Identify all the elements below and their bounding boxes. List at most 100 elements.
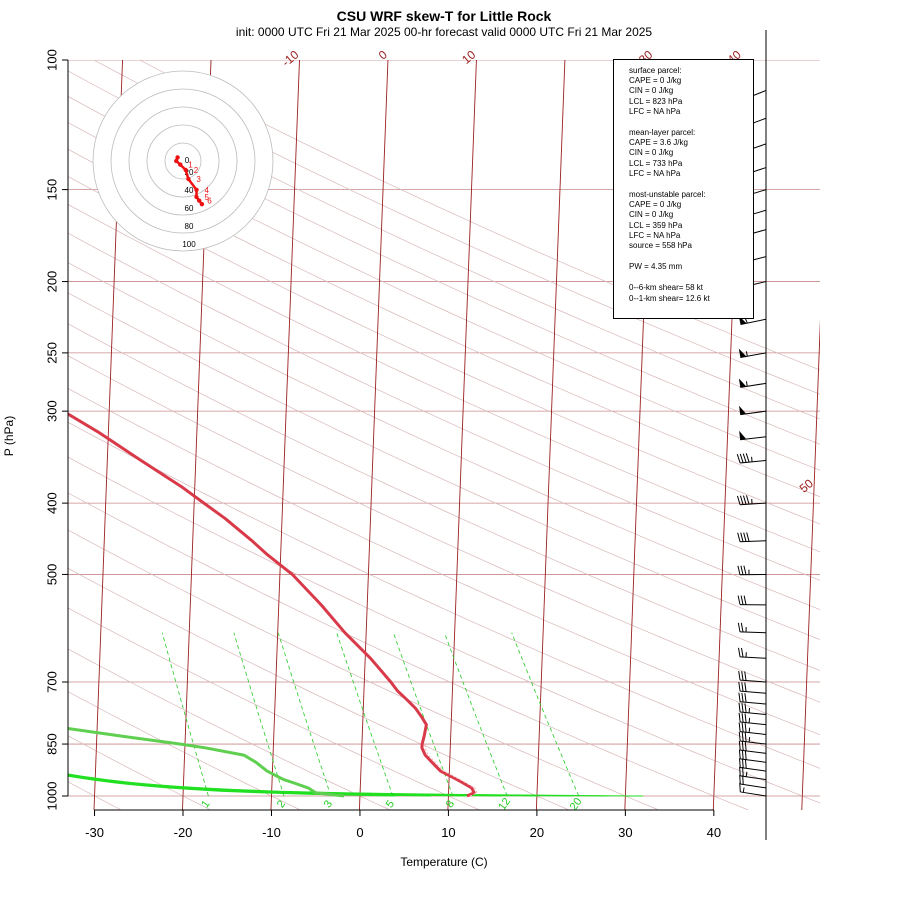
isotherm-line [801,319,820,810]
barb-pennant [738,378,747,388]
hodograph-ring-label: 100 [182,240,196,249]
y-tick-label: 850 [45,733,60,755]
hodograph-ring-label: 20 [185,168,194,177]
wind-barb [738,740,767,754]
barb-flag [744,723,747,733]
mixing-ratio-line [233,632,285,797]
wind-barb [736,453,767,464]
wind-barb [739,782,767,797]
wind-barb [737,532,767,543]
barb-flag [738,647,741,658]
mixing-ratio-label: 20 [568,796,585,813]
stat-line: LFC = NA hPa [629,168,681,178]
barb-flag [737,565,741,575]
x-tick-label: -30 [85,825,104,840]
barb-shaft [740,382,767,388]
barb-flag [743,565,747,575]
isotherm-line [358,60,389,810]
barb-flag [741,758,744,768]
barb-flag [738,692,741,702]
barb-shaft [740,701,767,705]
hodograph-point [183,167,188,173]
wind-barb [738,722,767,736]
barb-flag [738,749,741,759]
wind-barb [736,495,767,506]
barb-shaft [740,679,767,683]
mixing-ratio-line [161,632,209,797]
dry-adiabat-line [68,292,820,641]
barb-flag [738,670,741,681]
x-tick-label: 40 [707,825,721,840]
mixing-ratio-line [277,632,332,797]
barb-half-flag [748,717,751,723]
wind-barb [739,405,767,416]
barb-flag [743,595,747,605]
y-axis-label: P (hPa) [2,416,16,456]
hodograph-ring [128,106,238,216]
hodograph-point-label: 1 [188,161,193,170]
barb-flag [741,682,744,692]
barb-half-flag [745,381,748,387]
barb-flag [741,722,744,733]
stat-line: LCL = 359 hPa [629,220,683,230]
barb-pennant [739,405,747,415]
dry-adiabat-line [68,232,820,581]
wind-barb [738,731,767,745]
mixing-ratio-label: 2 [275,798,288,810]
stat-line: mean-layer parcel: [629,128,696,138]
barb-pennant [738,348,747,358]
barb-flag [739,774,741,785]
barb-flag [739,766,741,776]
stat-line: most-unstable parcel: [629,190,706,200]
hodograph-point-label: 2 [194,166,199,175]
wind-barb [739,758,767,772]
hodograph-point [186,176,191,182]
dry-adiabat-line [68,648,391,810]
barb-flag [740,565,744,575]
hodograph-point-label: 6 [207,197,212,206]
thermo-grid [68,60,820,810]
dry-adiabat-line [68,492,750,810]
mixing-ratio-label: 8 [444,798,457,810]
barb-flag [744,759,747,769]
y-tick-label: 100 [45,49,60,71]
dry-adiabat-line [68,735,212,810]
isotherm-label: 10 [459,47,478,67]
x-tick-label: 0 [356,825,363,840]
hodograph-point [175,155,180,160]
stat-line: CIN = 0 J/kg [629,210,674,220]
barb-shaft [740,731,767,736]
y-tick-label: 200 [45,271,60,293]
mixing-ratio-line [511,632,580,797]
x-tick-label: 30 [618,825,632,840]
parcel-stats-box: surface parcel: CAPE = 0 J/kg CIN = 0 J/… [613,59,754,319]
wind-barb [738,702,767,716]
dewpoint-profile [68,726,345,798]
barb-half-flag [748,737,751,743]
stat-line: CIN = 0 J/kg [629,148,674,158]
barb-flag [742,495,747,505]
stat-line: CAPE = 0 J/kg [629,200,682,210]
barb-flag [737,595,741,605]
barb-flag [744,732,747,742]
stat-line: surface parcel: [629,66,682,75]
barb-flag [743,532,747,542]
barb-shaft [739,540,767,543]
stat-line: LFC = NA hPa [629,230,681,240]
wind-barb [738,692,767,705]
hodograph-ring [146,124,220,198]
isotherm-label: 50 [797,476,816,496]
dry-adiabat-line [68,607,481,810]
dry-adiabat-line [93,60,820,395]
barb-shaft [740,758,767,763]
barb-shaft [740,352,767,358]
mixing-ratio-label: 1 [199,798,212,810]
hodograph-ring-label: 80 [185,222,194,231]
wind-barb [739,766,767,781]
barb-flag [737,622,741,632]
barb-flag [741,671,744,681]
y-tick-label: 250 [45,342,60,364]
dry-adiabat-line [68,456,820,804]
y-tick-label: 300 [45,400,60,422]
